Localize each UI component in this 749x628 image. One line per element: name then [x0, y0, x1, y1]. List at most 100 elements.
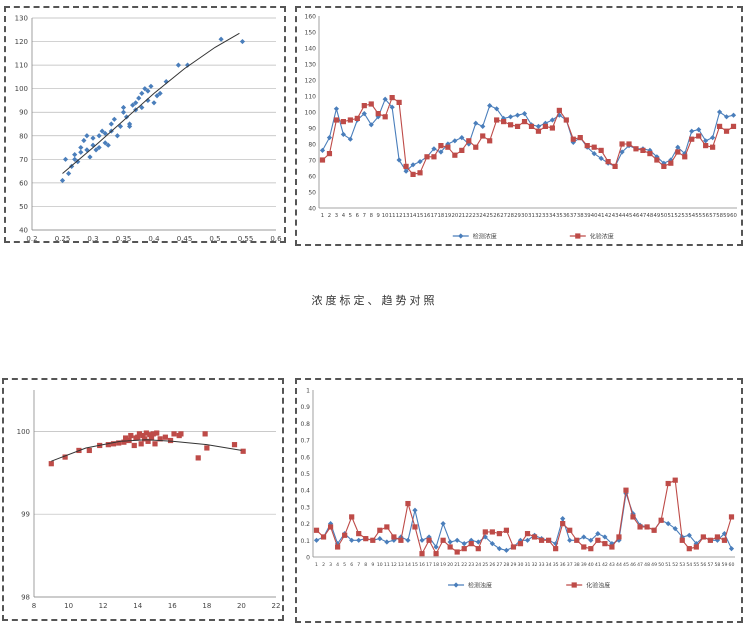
data-point — [78, 149, 84, 155]
data-point — [602, 534, 608, 540]
x-tick-label: 14 — [405, 562, 411, 568]
x-tick-label: 51 — [665, 562, 671, 568]
x-tick-label: 18 — [438, 213, 445, 219]
x-tick-label: 37 — [567, 562, 573, 568]
x-tick-label: 0.45 — [177, 235, 193, 241]
y-tick-label: 99 — [21, 511, 30, 519]
y-tick-label: 60 — [308, 174, 316, 181]
data-point — [501, 119, 507, 125]
data-point — [145, 88, 151, 94]
data-point — [347, 117, 353, 123]
x-tick-label: 0.35 — [116, 235, 132, 241]
y-tick-label: 110 — [305, 94, 317, 101]
data-point — [714, 534, 721, 540]
data-point — [647, 151, 653, 157]
data-point — [108, 121, 114, 127]
data-point — [605, 159, 611, 165]
data-point — [707, 537, 713, 543]
data-point — [549, 125, 555, 131]
data-point — [151, 100, 157, 106]
data-point — [431, 146, 437, 152]
x-tick-label: 21 — [458, 213, 465, 219]
x-tick-label: 36 — [560, 562, 566, 568]
x-tick-label: 2 — [322, 562, 325, 568]
data-point — [473, 144, 479, 150]
legend-marker — [571, 582, 577, 588]
data-point — [319, 157, 326, 163]
data-point — [131, 442, 137, 449]
y-tick-label: 0.2 — [300, 521, 310, 528]
data-point — [630, 510, 636, 517]
data-point — [438, 143, 444, 149]
x-tick-label: 20 — [451, 213, 458, 219]
data-point — [612, 163, 618, 169]
y-tick-label: 1 — [306, 388, 310, 395]
x-tick-label: 0.6 — [270, 235, 282, 241]
data-point — [75, 159, 81, 165]
data-point — [86, 447, 92, 454]
data-point — [175, 62, 181, 68]
x-tick-label: 49 — [654, 213, 661, 219]
legend-marker — [458, 233, 464, 239]
x-tick-label: 9 — [371, 562, 374, 568]
data-point — [105, 142, 111, 148]
x-tick-label: 31 — [528, 213, 535, 219]
x-tick-label: 11 — [384, 562, 390, 568]
data-point — [405, 500, 411, 507]
x-tick-label: 50 — [660, 213, 667, 219]
x-tick-label: 42 — [602, 562, 608, 568]
data-point — [391, 534, 397, 540]
legend-label: 检测浊度 — [468, 582, 492, 590]
y-tick-label: 0 — [306, 555, 310, 562]
data-point — [553, 546, 559, 552]
data-point — [567, 527, 573, 533]
y-tick-label: 40 — [19, 227, 28, 235]
data-point — [147, 432, 153, 438]
data-point — [313, 527, 320, 533]
data-point — [150, 431, 156, 437]
data-point — [419, 537, 425, 543]
y-tick-label: 40 — [308, 206, 316, 213]
data-point — [503, 547, 510, 553]
x-tick-label: 44 — [616, 562, 622, 568]
x-tick-label: 17 — [426, 562, 432, 568]
data-point — [136, 431, 143, 437]
data-point — [696, 127, 702, 133]
y-tick-label: 0.8 — [300, 421, 310, 428]
x-tick-label: 25 — [486, 213, 493, 219]
y-tick-label: 120 — [15, 38, 28, 46]
data-point — [62, 454, 68, 460]
x-tick-label: 51 — [667, 213, 674, 219]
x-tick-label: 33 — [539, 562, 545, 568]
data-point — [584, 143, 590, 149]
data-point — [721, 537, 728, 543]
data-point — [710, 144, 716, 150]
data-point — [682, 154, 688, 160]
data-point — [560, 515, 566, 522]
data-point — [503, 527, 510, 533]
data-point — [672, 477, 678, 483]
data-point — [162, 434, 168, 440]
x-tick-label: 27 — [500, 213, 507, 219]
data-point — [121, 439, 127, 445]
data-point — [560, 521, 566, 527]
data-point — [116, 440, 122, 446]
data-point — [239, 38, 246, 45]
x-tick-label: 40 — [591, 213, 598, 219]
y-tick-label: 0.9 — [300, 404, 310, 411]
data-point — [475, 546, 481, 552]
x-tick-label: 42 — [605, 213, 612, 219]
x-tick-label: 5 — [349, 213, 352, 219]
data-point — [138, 441, 144, 447]
x-tick-label: 7 — [357, 562, 360, 568]
data-point — [654, 157, 660, 163]
data-point — [468, 541, 474, 547]
data-point — [139, 90, 145, 96]
data-point — [494, 117, 500, 123]
data-point — [487, 138, 493, 144]
x-tick-label: 37 — [570, 213, 577, 219]
data-point — [595, 531, 601, 537]
data-point — [459, 147, 465, 153]
data-point — [204, 445, 210, 451]
x-tick-label: 53 — [681, 213, 688, 219]
